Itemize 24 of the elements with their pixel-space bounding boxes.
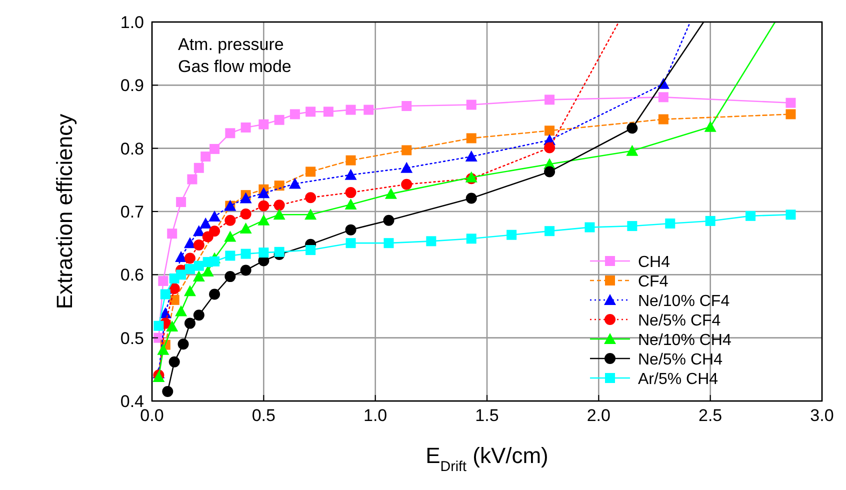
legend-label: Ne/10% CF4: [638, 293, 730, 310]
legend-label: CH4: [638, 254, 670, 271]
x-tick-label: 0.0: [140, 406, 164, 425]
y-tick-label: 0.6: [120, 266, 144, 285]
legend-label: Ar/5% CH4: [638, 371, 718, 388]
x-axis-title: E$_{Drift}$ (kV/cm): [426, 443, 548, 475]
annotation: Gas flow mode: [178, 57, 292, 76]
y-tick-label: 0.8: [120, 139, 144, 158]
x-tick-label: 1.0: [364, 406, 388, 425]
y-tick-label: 1.0: [120, 13, 144, 32]
x-tick-label: 3.0: [810, 406, 834, 425]
legend-label: Ne/5% CH4: [638, 352, 723, 368]
x-tick-label: 0.5: [252, 406, 276, 425]
legend-label: Ne/10% CH4: [638, 332, 732, 349]
legend-label: Ne/5% CF4: [638, 312, 721, 330]
legend-label: CF4: [638, 274, 668, 290]
y-tick-label: 0.7: [120, 202, 144, 222]
x-tick-label: 2.5: [698, 406, 722, 425]
x-tick-label: 2.0: [586, 406, 610, 425]
y-tick-label: 0.9: [120, 76, 144, 96]
y-axis-title: Extraction efficiency: [52, 114, 77, 310]
x-tick-label: 1.5: [475, 406, 499, 425]
y-tick-label: 0.5: [120, 328, 144, 348]
annotation: Atm. pressure: [178, 35, 284, 54]
